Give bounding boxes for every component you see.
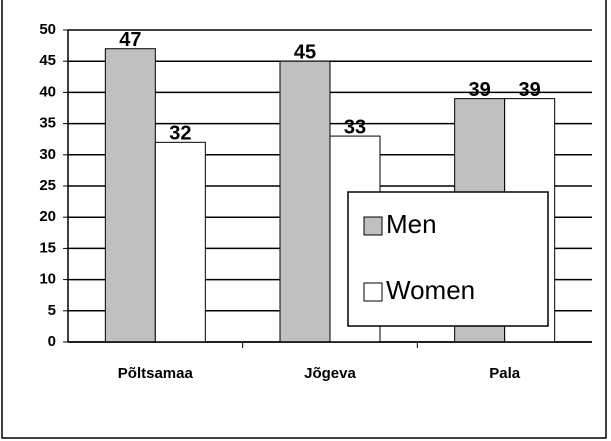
legend-swatch xyxy=(363,216,383,236)
value-label: 32 xyxy=(169,123,191,145)
y-tick-label: 45 xyxy=(39,52,56,69)
y-tick-label: 30 xyxy=(39,146,56,163)
y-tick-label: 25 xyxy=(39,177,56,194)
y-tick-label: 20 xyxy=(39,208,56,225)
legend-swatch xyxy=(363,282,383,302)
bar xyxy=(104,48,156,343)
y-tick-label: 0 xyxy=(48,333,56,350)
y-tick-label: 50 xyxy=(39,21,56,38)
legend-label: Women xyxy=(386,275,475,305)
y-tick-label: 10 xyxy=(39,271,56,288)
y-tick-label: 5 xyxy=(48,302,56,319)
y-tick-label: 40 xyxy=(39,83,56,100)
value-label: 45 xyxy=(294,41,316,63)
bar xyxy=(154,141,206,343)
y-tick-label: 35 xyxy=(39,115,56,132)
bar xyxy=(279,60,331,343)
value-label: 39 xyxy=(519,79,541,101)
value-label: 33 xyxy=(344,116,366,138)
x-tick-label: Põltsamaa xyxy=(118,365,194,382)
x-tick-label: Pala xyxy=(489,365,521,382)
x-tick-label: Jõgeva xyxy=(304,365,356,382)
y-tick-label: 15 xyxy=(39,239,56,256)
legend-label: Men xyxy=(386,209,437,239)
value-label: 47 xyxy=(119,29,141,51)
value-label: 39 xyxy=(469,79,491,101)
legend-box xyxy=(347,191,549,327)
